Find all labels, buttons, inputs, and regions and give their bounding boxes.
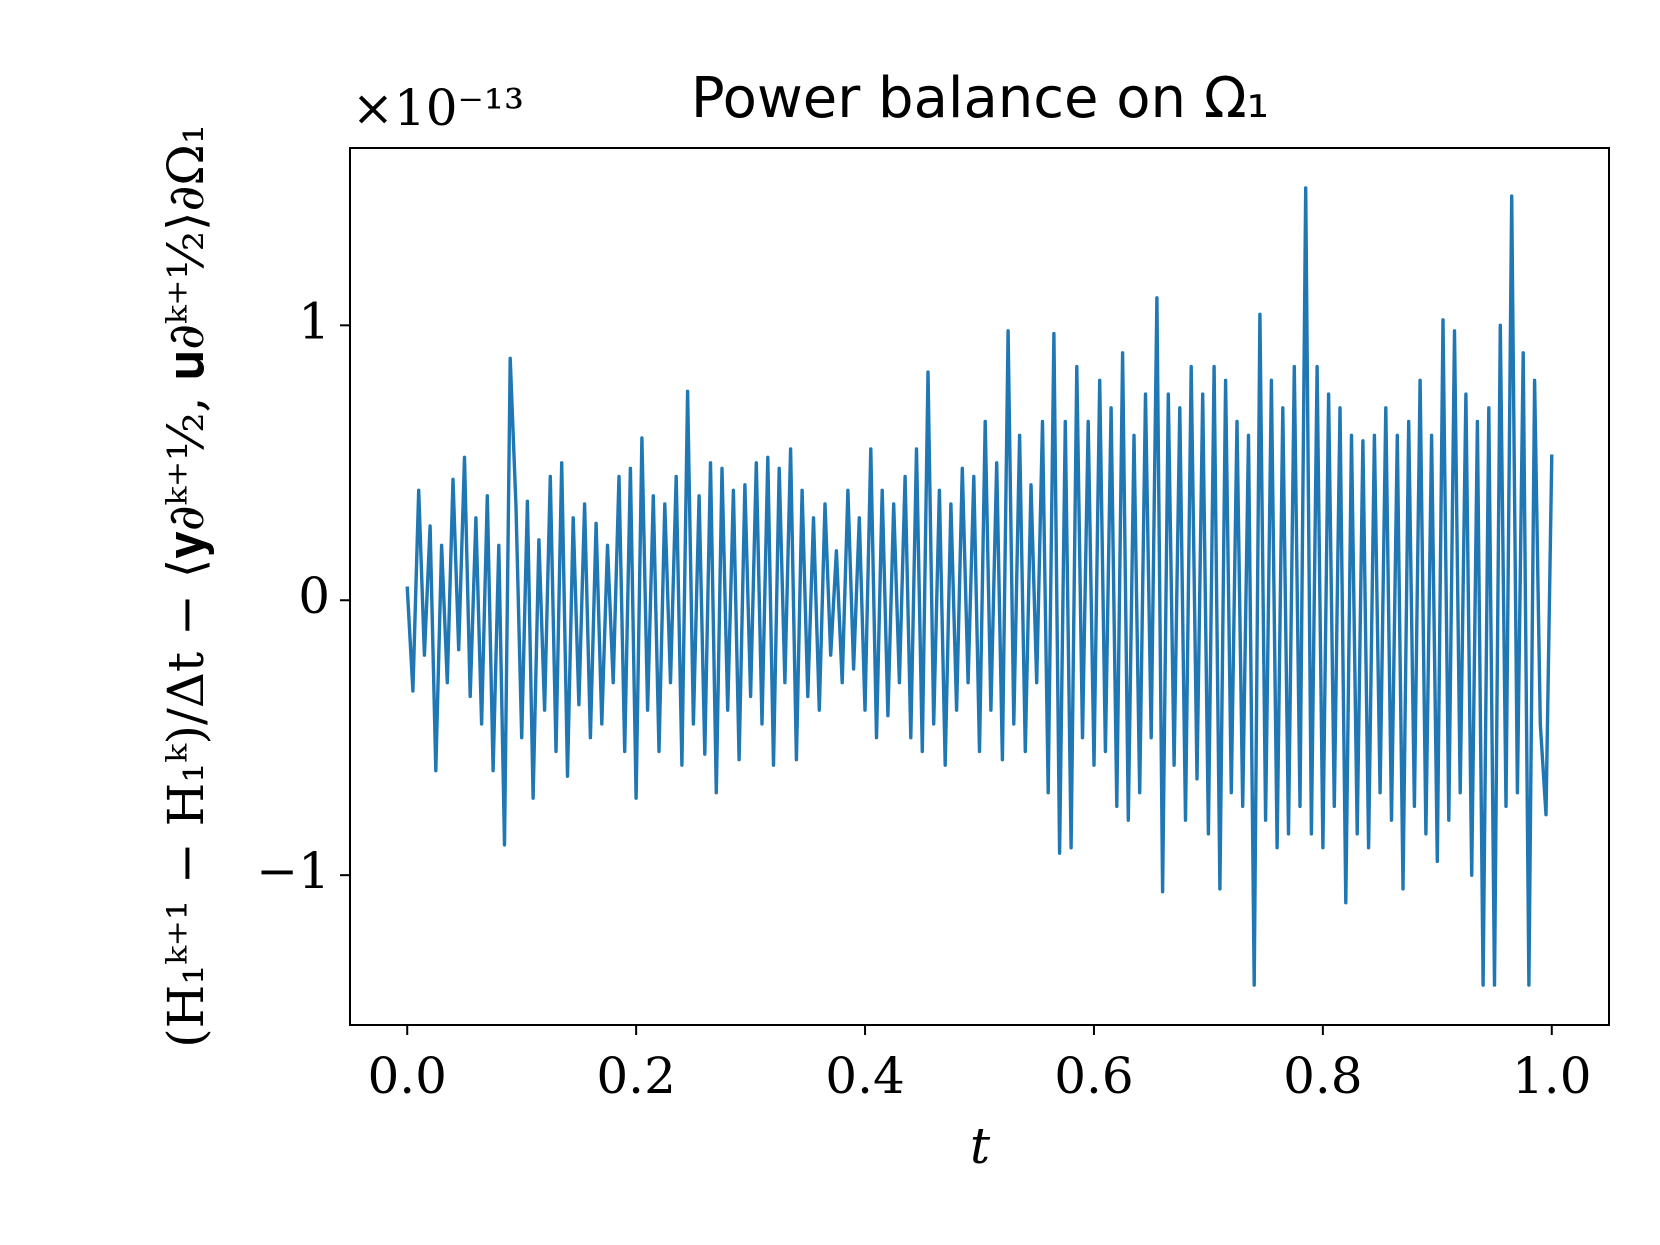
y-tick-label: 1 <box>298 292 330 350</box>
x-tick-label: 0.8 <box>1283 1047 1363 1105</box>
y-offset-label: ×10⁻¹³ <box>352 79 524 137</box>
plot-frame <box>349 147 1610 1026</box>
x-axis-label: t <box>970 1117 991 1175</box>
chart-title: Power balance on Ω₁ <box>691 66 1269 131</box>
x-tick-label: 0.2 <box>596 1047 676 1105</box>
x-tick-label: 1.0 <box>1512 1047 1592 1105</box>
data-line <box>405 186 1554 987</box>
x-tick-label: 0.0 <box>367 1047 447 1105</box>
y-tick-label: 0 <box>298 567 330 625</box>
y-tick-label: −1 <box>256 842 330 900</box>
y-axis-label: (H₁ᵏ⁺¹ − H₁ᵏ)/Δt − ⟨𝐲∂ᵏ⁺½, 𝐮∂ᵏ⁺½⟩∂Ω₁ <box>157 124 215 1048</box>
x-tick-label: 0.6 <box>1054 1047 1134 1105</box>
x-tick-label: 0.4 <box>825 1047 905 1105</box>
